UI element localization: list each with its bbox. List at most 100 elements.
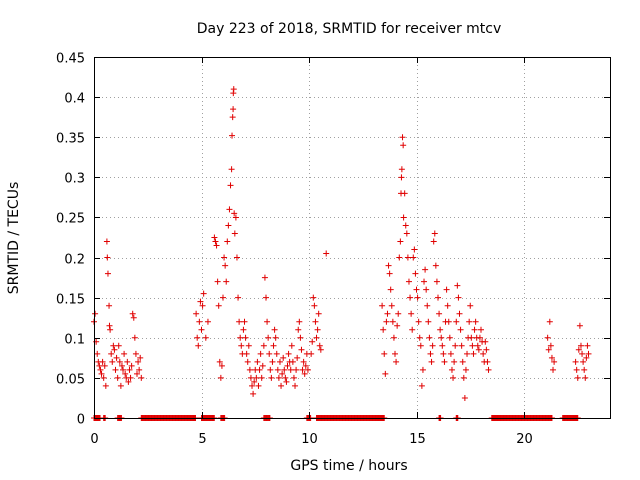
- data-point: [276, 358, 283, 365]
- data-point: [383, 318, 390, 325]
- data-point: [268, 374, 275, 381]
- data-point: [272, 334, 279, 341]
- data-point: [292, 382, 299, 389]
- data-point: [386, 270, 393, 277]
- data-point: [218, 362, 225, 369]
- data-point: [429, 342, 436, 349]
- data-point: [480, 350, 487, 357]
- data-point: [254, 358, 261, 365]
- data-point: [452, 342, 459, 349]
- data-point: [94, 350, 101, 357]
- data-point: [138, 374, 145, 381]
- data-point: [393, 358, 400, 365]
- data-point: [418, 382, 425, 389]
- data-point: [230, 106, 237, 113]
- data-point: [389, 318, 396, 325]
- data-point: [585, 350, 592, 357]
- data-point: [446, 334, 453, 341]
- data-point: [134, 370, 140, 377]
- data-point: [107, 326, 114, 333]
- data-point: [215, 302, 222, 309]
- data-point: [461, 394, 468, 401]
- x-axis-label: GPS time / hours: [290, 458, 407, 474]
- data-point: [427, 350, 434, 357]
- data-point: [573, 366, 580, 373]
- data-point: [240, 326, 247, 333]
- data-point: [104, 254, 111, 261]
- data-point: [290, 374, 297, 381]
- data-point: [111, 346, 118, 353]
- data-point: [409, 326, 416, 333]
- data-point: [106, 302, 113, 309]
- data-point: [310, 294, 317, 301]
- data-point: [246, 366, 253, 373]
- data-point: [136, 366, 143, 373]
- data-point: [97, 366, 104, 373]
- data-point: [401, 190, 408, 197]
- data-point: [312, 318, 319, 325]
- data-point: [284, 362, 291, 369]
- data-point: [407, 294, 414, 301]
- data-point: [135, 358, 142, 365]
- data-point: [453, 318, 460, 325]
- data-point: [579, 350, 586, 357]
- data-point: [131, 334, 138, 341]
- data-point: [124, 358, 131, 365]
- data-point: [204, 318, 211, 325]
- data-point: [226, 206, 233, 213]
- data-point: [229, 132, 236, 139]
- data-point: [249, 382, 256, 389]
- data-point: [255, 382, 262, 389]
- data-point: [470, 350, 477, 357]
- data-point: [309, 338, 316, 345]
- data-point: [428, 358, 435, 365]
- data-point: [295, 326, 302, 333]
- data-point: [435, 294, 441, 301]
- x-tick-label: 15: [409, 432, 426, 447]
- data-point: [437, 326, 444, 333]
- data-point: [395, 310, 402, 317]
- y-axis-label: SRMTID / TECUs: [6, 182, 22, 295]
- data-point: [223, 278, 230, 285]
- data-point: [293, 366, 300, 373]
- data-point: [408, 310, 415, 317]
- data-point: [546, 318, 553, 325]
- x-tick-label: 20: [516, 432, 533, 447]
- data-point: [314, 326, 321, 333]
- data-point: [200, 290, 207, 297]
- data-point: [397, 238, 404, 245]
- data-point: [202, 334, 209, 341]
- data-point: [230, 86, 237, 93]
- data-point: [443, 286, 450, 293]
- data-point: [275, 374, 282, 381]
- plot-frame: [94, 57, 611, 419]
- data-point: [244, 358, 251, 365]
- data-point: [242, 334, 249, 341]
- data-point: [282, 374, 289, 381]
- data-point: [270, 342, 277, 349]
- data-point: [300, 358, 307, 365]
- data-point: [405, 278, 412, 285]
- data-point: [109, 358, 116, 365]
- data-point: [115, 342, 122, 349]
- data-point: [235, 294, 242, 301]
- data-point: [194, 334, 201, 341]
- data-point: [102, 382, 109, 389]
- data-point: [257, 350, 264, 357]
- data-point: [572, 358, 579, 365]
- data-point: [261, 274, 268, 281]
- data-point: [475, 346, 482, 353]
- data-point: [297, 334, 304, 341]
- y-tick-label: 0.35: [56, 132, 85, 147]
- data-point: [459, 358, 466, 365]
- data-point: [425, 318, 432, 325]
- data-point: [98, 370, 105, 377]
- data-point: [468, 334, 475, 341]
- data-point: [243, 350, 250, 357]
- data-point: [419, 366, 426, 373]
- data-point: [281, 366, 288, 373]
- data-point: [464, 350, 471, 357]
- data-point: [132, 350, 139, 357]
- data-point: [441, 358, 448, 365]
